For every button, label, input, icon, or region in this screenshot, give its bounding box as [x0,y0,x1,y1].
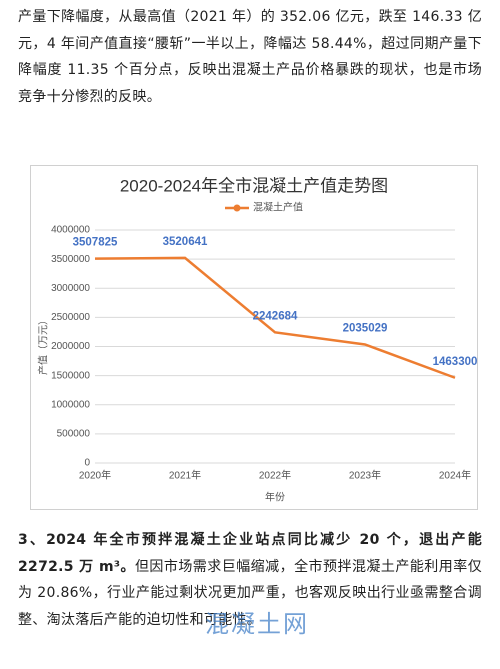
data-label: 3507825 [73,237,118,249]
x-axis-label: 年份 [265,491,285,504]
watermark: 混凝土网 [205,610,309,638]
chart-frame [30,165,478,510]
y-axis-label: 产值（万元） [37,315,50,375]
text: 但因市场需求巨幅缩减，全市预拌混凝土产能利用率仅为 20.86%，行业产能过剩状… [18,558,482,628]
x-tick-label: 2024年 [439,469,471,482]
data-label: 2035029 [343,322,388,334]
bold-text: 3、2024 年全市预拌混凝土企业站点同比减少 20 个，退出产能 2272.5… [18,532,482,575]
y-tick-label: 1500000 [51,370,90,381]
data-label: 3520641 [163,236,208,248]
x-tick-label: 2022年 [259,469,291,482]
legend-label: 混凝土产值 [253,201,303,214]
y-tick-label: 3500000 [51,254,90,265]
data-label: 1463300 [433,356,478,368]
y-tick-label: 500000 [57,429,91,440]
y-tick-label: 2500000 [51,312,90,323]
y-tick-label: 0 [84,458,90,469]
data-line [94,256,456,379]
legend-marker [233,204,241,212]
y-tick-label: 4000000 [51,225,90,236]
paragraph: 产量下降幅度，从最高值（2021 年）的 352.06 亿元，跌至 146.33… [18,9,482,105]
x-tick-label: 2021年 [169,469,201,482]
paragraph: 3、2024 年全市预拌混凝土企业站点同比减少 20 个，退出产能 2272.5… [18,527,482,633]
x-tick-label: 2020年 [79,469,111,482]
chart-title: 2020-2024年全市混凝土产值走势图 [120,176,388,195]
y-tick-label: 1000000 [51,399,90,410]
y-tick-label: 2000000 [51,341,90,352]
x-tick-label: 2023年 [349,469,381,482]
data-label: 2242684 [253,310,298,322]
chart: 2020-2024年全市混凝土产值走势图 产值（万元） 年份 0 500000 10… [30,165,478,510]
y-tick-label: 3000000 [51,283,90,294]
